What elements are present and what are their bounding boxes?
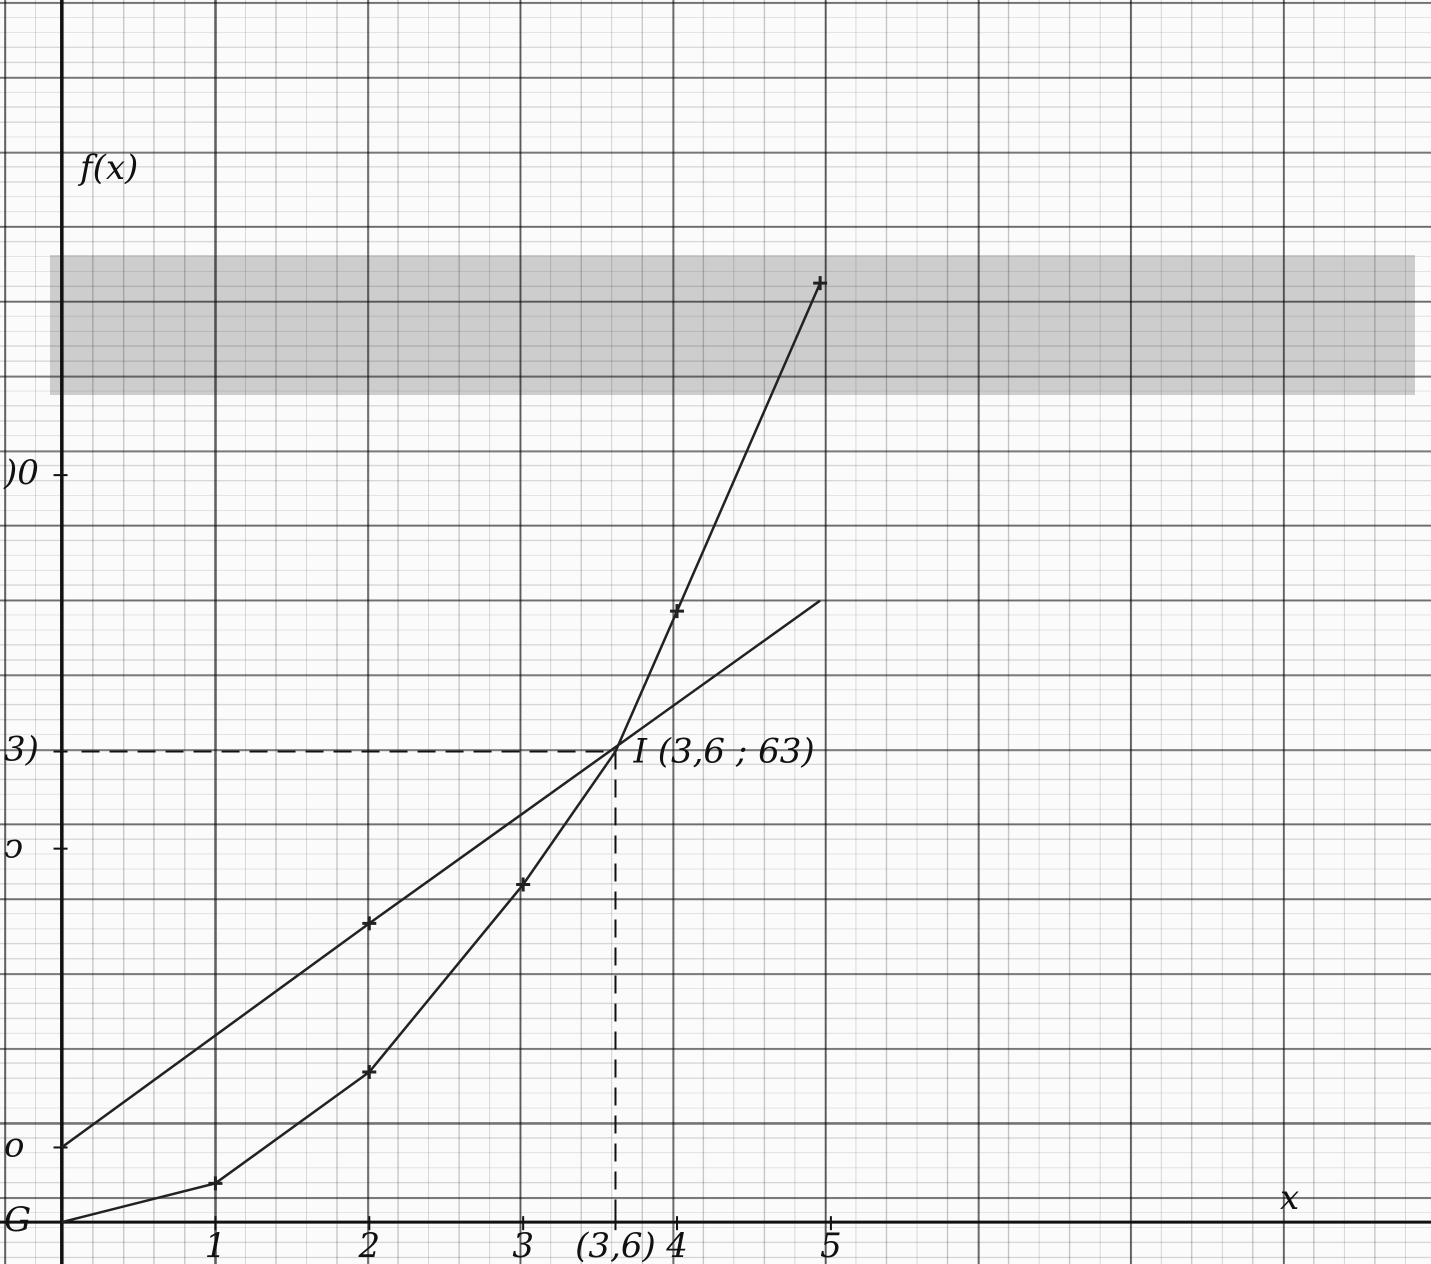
chart: f(x) x 1 2 3 (3,6)4 5 Go ↄ 3) )0 I (3,6 ; 63) bbox=[0, 0, 1431, 1264]
y-tick-label: o bbox=[4, 1125, 24, 1165]
x-axis-label: x bbox=[1280, 1178, 1299, 1218]
annotation: I (3,6 ; 63) bbox=[632, 732, 814, 772]
y-axis-label: f(x) bbox=[77, 148, 138, 188]
x-tick-label: 4 bbox=[665, 1226, 688, 1264]
x-tick-label: 1 bbox=[205, 1226, 227, 1264]
x-tick-label: 5 bbox=[820, 1226, 842, 1264]
y-tick-label: G bbox=[4, 1200, 31, 1240]
x-tick-label: (3,6) bbox=[575, 1226, 656, 1264]
dark-band bbox=[50, 255, 1415, 395]
x-tick-label: 3 bbox=[512, 1226, 534, 1264]
y-tick-label: )0 bbox=[3, 453, 39, 493]
curve bbox=[62, 601, 821, 1148]
point-cross bbox=[670, 604, 684, 618]
y-tick-label: 3) bbox=[4, 730, 39, 770]
x-tick-label: 2 bbox=[357, 1226, 380, 1264]
y-tick-label: ↄ bbox=[4, 827, 23, 867]
